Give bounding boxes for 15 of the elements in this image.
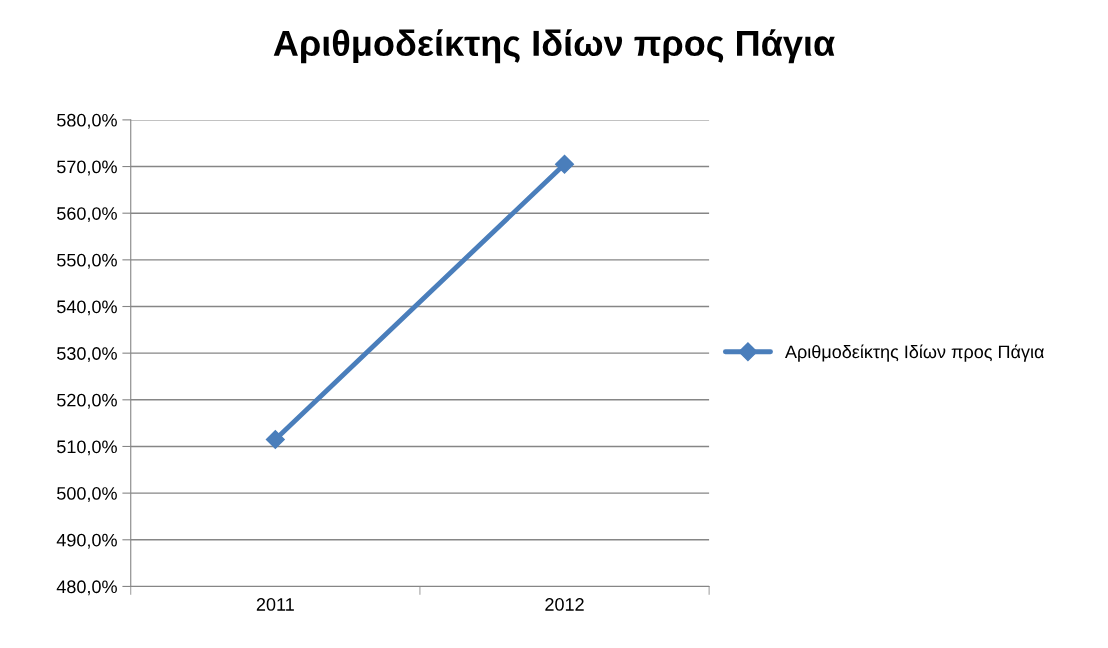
y-tick-label: 510,0% <box>57 440 117 456</box>
y-tick-label: 560,0% <box>57 207 117 223</box>
y-tick-label: 520,0% <box>57 393 117 409</box>
x-tick-label: 2012 <box>545 598 584 611</box>
y-tick-label: 570,0% <box>57 160 117 176</box>
y-tick-label: 480,0% <box>56 580 117 596</box>
y-tick-label: 500,0% <box>57 487 117 502</box>
y-tick-label: 540,0% <box>57 300 117 316</box>
legend-label: Αριθμοδείκτης Ιδίων προς Πάγια <box>784 344 1044 362</box>
y-tick-label: 490,0% <box>56 533 117 549</box>
y-tick-label: 580,0% <box>57 113 117 129</box>
x-tick-label: 2011 <box>256 598 294 611</box>
y-tick-label: 550,0% <box>57 253 117 269</box>
chart-title: Αριθμοδείκτης Ιδίων προς Πάγια <box>273 29 835 64</box>
y-tick-label: 530,0% <box>57 347 117 363</box>
